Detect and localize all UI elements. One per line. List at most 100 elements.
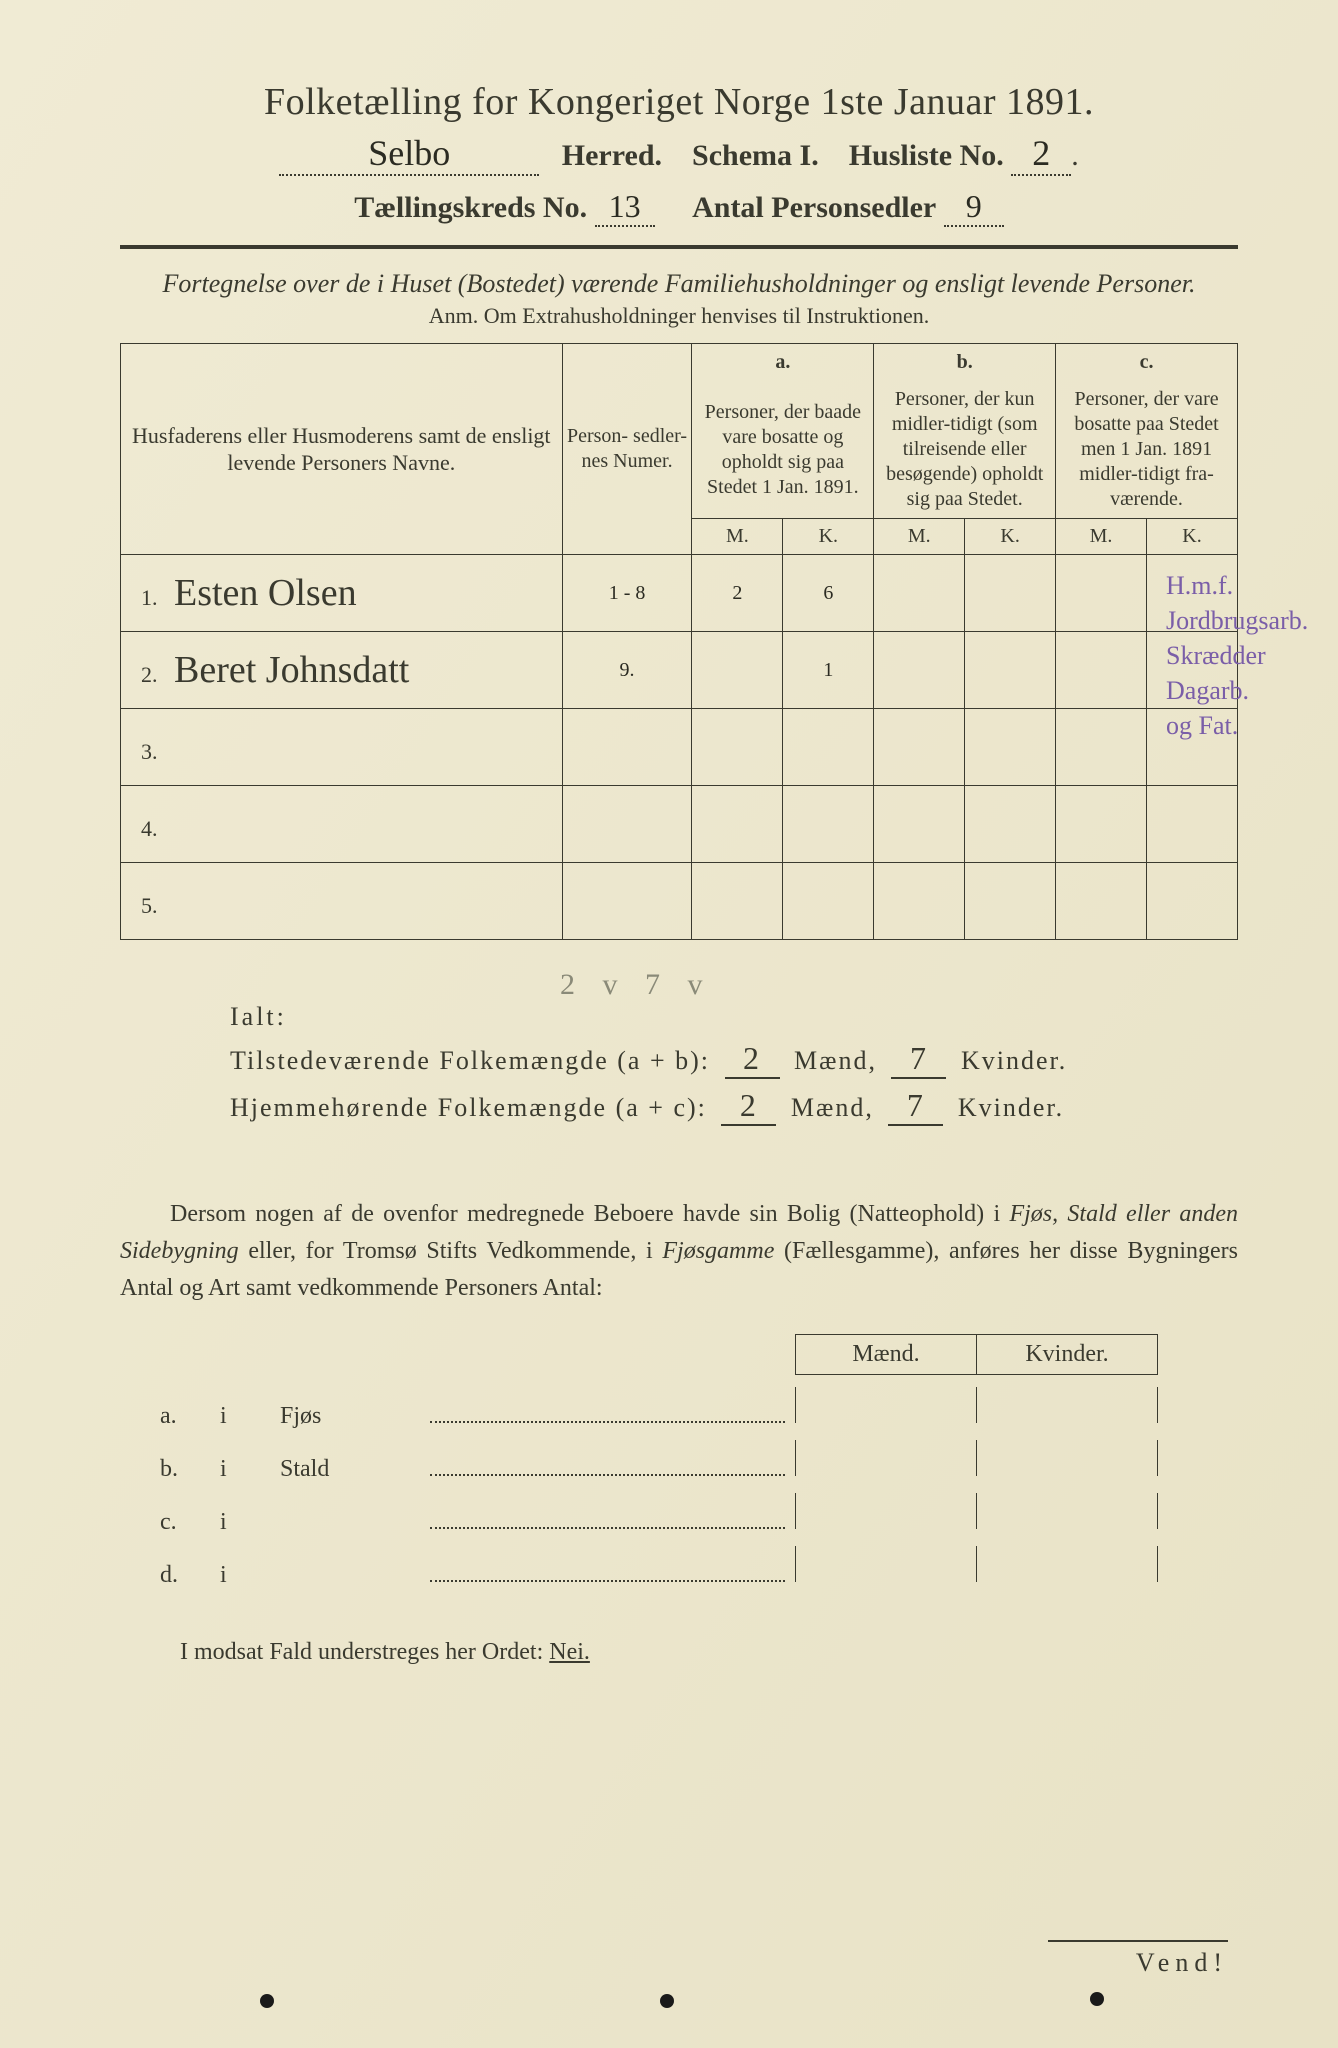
household-table: Husfaderens eller Husmoderens samt de en… — [120, 343, 1238, 940]
abcd-i: i — [220, 1562, 280, 1589]
kreds-value: 13 — [609, 188, 641, 224]
sum1-m: 2 — [725, 1040, 780, 1079]
abcd-list: a.iFjøsb.iStaldc.id.i — [120, 1387, 1238, 1589]
pencil-totals: 2 v 7 v — [560, 968, 1238, 1002]
margin-l4: Dagarb. — [1166, 673, 1316, 708]
th-c-tag: c. — [1056, 344, 1238, 382]
para-t2: eller, for Tromsø Stifts Vedkommende, i — [248, 1238, 662, 1264]
abcd-k-cell — [976, 1440, 1158, 1476]
b-k — [965, 709, 1056, 786]
th-a-k: K. — [783, 519, 874, 555]
th-num: Person- sedler- nes Numer. — [562, 344, 692, 555]
antal-value: 9 — [966, 188, 982, 224]
th-b-m: M. — [874, 519, 965, 555]
nei-text: I modsat Fald understreges her Ordet: — [180, 1639, 549, 1665]
husliste-field: 2 — [1011, 132, 1071, 176]
abcd-dots — [430, 1403, 785, 1423]
abcd-cells — [795, 1387, 1238, 1423]
census-form-page: Folketælling for Kongeriget Norge 1ste J… — [0, 0, 1338, 2048]
divider-rule — [120, 245, 1238, 249]
abcd-cells — [795, 1440, 1238, 1476]
c-m — [1056, 863, 1147, 940]
para-t1: Dersom nogen af de ovenfor medregnede Be… — [170, 1201, 1009, 1227]
margin-l2: Jordbrugsarb. — [1166, 603, 1316, 638]
abcd-dots — [430, 1509, 785, 1529]
name-cell: 1. Esten Olsen — [121, 555, 563, 632]
c-m — [1056, 786, 1147, 863]
row-number: 5. — [141, 893, 169, 919]
person-num — [562, 709, 692, 786]
b-k — [965, 786, 1056, 863]
mk-k: Kvinder. — [976, 1334, 1158, 1375]
abcd-k-cell — [976, 1493, 1158, 1529]
page-title: Folketælling for Kongeriget Norge 1ste J… — [120, 80, 1238, 124]
a-k — [783, 786, 874, 863]
maend-label-2: Mænd, — [791, 1093, 874, 1122]
person-num: 9. — [562, 632, 692, 709]
c-m — [1056, 555, 1147, 632]
abcd-m-cell — [795, 1546, 976, 1582]
person-num — [562, 863, 692, 940]
name-cell: 3. — [121, 709, 563, 786]
sum2-m: 2 — [721, 1087, 776, 1126]
c-m — [1056, 709, 1147, 786]
nei-line: I modsat Fald understreges her Ordet: Ne… — [120, 1639, 1238, 1666]
margin-l3: Skrædder — [1166, 638, 1316, 673]
name-cell: 4. — [121, 786, 563, 863]
th-c-m: M. — [1056, 519, 1147, 555]
abcd-k-cell — [976, 1546, 1158, 1582]
sum1-k: 7 — [891, 1040, 946, 1079]
vend-label: Vend! — [1048, 1940, 1228, 1978]
ialt-label: Ialt: — [230, 1002, 1238, 1032]
sum-line-1: Tilstedeværende Folkemængde (a + b): 2 M… — [230, 1040, 1238, 1079]
abcd-row: c.i — [120, 1493, 1238, 1536]
a-m — [692, 786, 783, 863]
margin-l5: og Fat. — [1166, 708, 1316, 743]
abcd-i: i — [220, 1403, 280, 1430]
mk-header-row: Mænd. Kvinder. — [120, 1334, 1238, 1375]
margin-l1: H.m.f. — [1166, 568, 1316, 603]
abcd-m-cell — [795, 1493, 976, 1529]
row-number: 1. — [141, 585, 169, 611]
antal-field: 9 — [944, 188, 1004, 227]
table-row: 4. — [121, 786, 1238, 863]
abcd-name: Stald — [280, 1456, 430, 1483]
c-k — [1146, 863, 1237, 940]
totals-block: 2 v 7 v Ialt: Tilstedeværende Folkemængd… — [230, 968, 1238, 1126]
sum-line-2: Hjemmehørende Folkemængde (a + c): 2 Mæn… — [230, 1087, 1238, 1126]
kvinder-label-1: Kvinder. — [961, 1046, 1067, 1075]
table-row: 3. — [121, 709, 1238, 786]
abcd-row: a.iFjøs — [120, 1387, 1238, 1430]
a-m — [692, 863, 783, 940]
a-k — [783, 863, 874, 940]
person-num: 1 - 8 — [562, 555, 692, 632]
herred-label: Herred. — [562, 139, 662, 172]
name-value: Beret Johnsdatt — [174, 649, 409, 691]
abcd-m-cell — [795, 1440, 976, 1476]
husliste-value: 2 — [1032, 133, 1050, 173]
table-row: 1. Esten Olsen1 - 826 — [121, 555, 1238, 632]
abcd-dots — [430, 1562, 785, 1582]
kreds-field: 13 — [595, 188, 655, 227]
name-cell: 2. Beret Johnsdatt — [121, 632, 563, 709]
a-k — [783, 709, 874, 786]
sum2-k: 7 — [888, 1087, 943, 1126]
b-m — [874, 863, 965, 940]
punch-hole — [260, 1994, 274, 2008]
margin-annotation: H.m.f. Jordbrugsarb. Skrædder Dagarb. og… — [1166, 568, 1316, 743]
antal-label: Antal Personsedler — [692, 191, 936, 224]
table-row: 2. Beret Johnsdatt9.1 — [121, 632, 1238, 709]
table-row: 5. — [121, 863, 1238, 940]
maend-label-1: Mænd, — [794, 1046, 877, 1075]
punch-hole — [1090, 1992, 1104, 2006]
abcd-tag: b. — [120, 1456, 220, 1483]
a-k: 6 — [783, 555, 874, 632]
abcd-name: Fjøs — [280, 1403, 430, 1430]
para-i2: Fjøsgamme — [662, 1238, 774, 1264]
abcd-tag: c. — [120, 1509, 220, 1536]
th-b-tag: b. — [874, 344, 1056, 382]
abcd-cells — [795, 1546, 1238, 1582]
b-k — [965, 632, 1056, 709]
schema-label: Schema I. — [692, 139, 819, 172]
b-m — [874, 786, 965, 863]
